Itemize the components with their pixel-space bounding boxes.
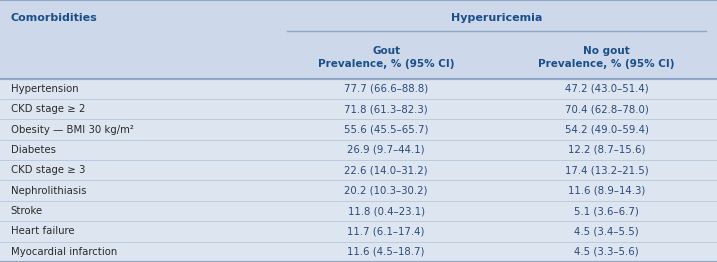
Text: Diabetes: Diabetes bbox=[11, 145, 56, 155]
Bar bbox=[0, 201, 717, 221]
Bar bbox=[0, 160, 717, 181]
Text: Gout
Prevalence, % (95% CI): Gout Prevalence, % (95% CI) bbox=[318, 46, 455, 69]
Text: 12.2 (8.7–15.6): 12.2 (8.7–15.6) bbox=[568, 145, 645, 155]
Text: 11.7 (6.1–17.4): 11.7 (6.1–17.4) bbox=[347, 226, 425, 236]
Text: CKD stage ≥ 3: CKD stage ≥ 3 bbox=[11, 165, 85, 175]
Text: 22.6 (14.0–31.2): 22.6 (14.0–31.2) bbox=[344, 165, 428, 175]
Text: 4.5 (3.4–5.5): 4.5 (3.4–5.5) bbox=[574, 226, 639, 236]
Text: Heart failure: Heart failure bbox=[11, 226, 75, 236]
Text: 54.2 (49.0–59.4): 54.2 (49.0–59.4) bbox=[564, 124, 649, 135]
Text: 77.7 (66.6–88.8): 77.7 (66.6–88.8) bbox=[344, 84, 428, 94]
Text: 71.8 (61.3–82.3): 71.8 (61.3–82.3) bbox=[344, 104, 428, 114]
Text: No gout
Prevalence, % (95% CI): No gout Prevalence, % (95% CI) bbox=[538, 46, 675, 69]
Bar bbox=[0, 0, 717, 36]
Text: 17.4 (13.2–21.5): 17.4 (13.2–21.5) bbox=[565, 165, 648, 175]
Text: Obesity — BMI 30 kg/m²: Obesity — BMI 30 kg/m² bbox=[11, 124, 133, 135]
Text: Hypertension: Hypertension bbox=[11, 84, 78, 94]
Text: 11.6 (4.5–18.7): 11.6 (4.5–18.7) bbox=[347, 247, 425, 257]
Bar bbox=[0, 99, 717, 119]
Text: Hyperuricemia: Hyperuricemia bbox=[451, 13, 542, 23]
Bar bbox=[0, 36, 717, 79]
Bar bbox=[0, 79, 717, 99]
Text: 5.1 (3.6–6.7): 5.1 (3.6–6.7) bbox=[574, 206, 639, 216]
Text: 26.9 (9.7–44.1): 26.9 (9.7–44.1) bbox=[347, 145, 425, 155]
Bar bbox=[0, 181, 717, 201]
Bar bbox=[0, 221, 717, 242]
Text: 55.6 (45.5–65.7): 55.6 (45.5–65.7) bbox=[344, 124, 428, 135]
Text: CKD stage ≥ 2: CKD stage ≥ 2 bbox=[11, 104, 85, 114]
Text: 47.2 (43.0–51.4): 47.2 (43.0–51.4) bbox=[565, 84, 648, 94]
Text: 4.5 (3.3–5.6): 4.5 (3.3–5.6) bbox=[574, 247, 639, 257]
Text: Myocardial infarction: Myocardial infarction bbox=[11, 247, 117, 257]
Text: 70.4 (62.8–78.0): 70.4 (62.8–78.0) bbox=[565, 104, 648, 114]
Text: 11.8 (0.4–23.1): 11.8 (0.4–23.1) bbox=[348, 206, 424, 216]
Bar bbox=[0, 242, 717, 262]
Text: 11.6 (8.9–14.3): 11.6 (8.9–14.3) bbox=[568, 186, 645, 196]
Text: Comorbidities: Comorbidities bbox=[11, 13, 98, 23]
Text: 20.2 (10.3–30.2): 20.2 (10.3–30.2) bbox=[344, 186, 428, 196]
Bar bbox=[0, 140, 717, 160]
Bar bbox=[0, 119, 717, 140]
Text: Nephrolithiasis: Nephrolithiasis bbox=[11, 186, 86, 196]
Text: Stroke: Stroke bbox=[11, 206, 43, 216]
